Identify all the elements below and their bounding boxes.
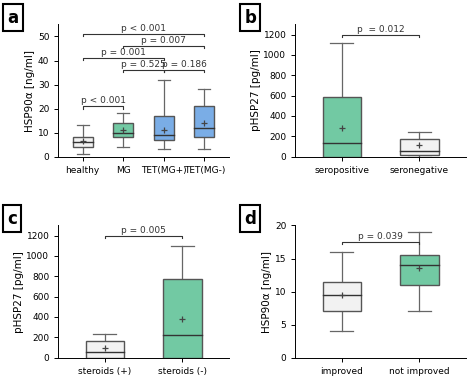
Text: d: d — [245, 210, 256, 228]
Text: p = 0.007: p = 0.007 — [141, 36, 186, 45]
Y-axis label: HSP90α [ng/ml]: HSP90α [ng/ml] — [25, 50, 35, 132]
Text: p = 0.525: p = 0.525 — [121, 60, 166, 70]
Bar — [73, 137, 93, 147]
Bar — [322, 281, 361, 311]
Text: c: c — [8, 210, 17, 228]
Text: p = 0.039: p = 0.039 — [358, 232, 403, 242]
Text: p  = 0.012: p = 0.012 — [357, 25, 404, 34]
Text: b: b — [245, 8, 256, 26]
Text: p < 0.001: p < 0.001 — [121, 25, 166, 33]
Y-axis label: HSP90α [ng/ml]: HSP90α [ng/ml] — [262, 251, 272, 333]
Y-axis label: pHSP27 [pg/ml]: pHSP27 [pg/ml] — [14, 251, 24, 333]
Text: a: a — [8, 8, 18, 26]
Text: p = 0.005: p = 0.005 — [121, 226, 166, 235]
Bar — [85, 341, 124, 358]
Bar — [163, 280, 201, 358]
Bar — [400, 255, 438, 285]
Bar — [322, 97, 361, 157]
Bar — [113, 123, 133, 137]
Text: p = 0.001: p = 0.001 — [101, 48, 146, 58]
Text: p = 0.186: p = 0.186 — [162, 60, 207, 70]
Bar — [154, 116, 174, 140]
Bar — [194, 106, 214, 137]
Bar — [400, 139, 438, 155]
Text: p < 0.001: p < 0.001 — [81, 96, 126, 106]
Y-axis label: pHSP27 [pg/ml]: pHSP27 [pg/ml] — [251, 50, 261, 131]
